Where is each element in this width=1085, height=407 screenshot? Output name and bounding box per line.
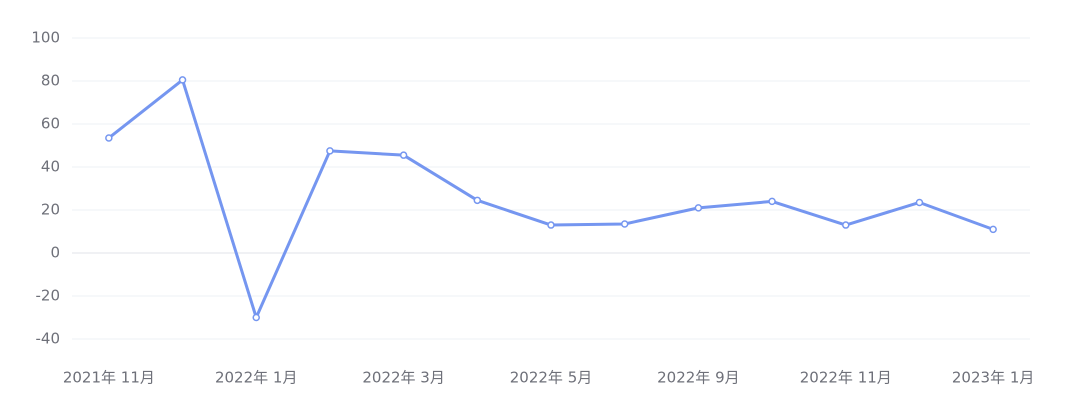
x-tick-label: 2022年 3月 xyxy=(362,369,445,387)
x-tick-label: 2022年 9月 xyxy=(657,369,740,387)
x-tick-label: 2022年 5月 xyxy=(510,369,593,387)
x-tick-label: 2022年 11月 xyxy=(800,369,892,387)
x-tick-label: 2023年 1月 xyxy=(952,369,1035,387)
y-tick-label: 80 xyxy=(41,72,60,90)
point xyxy=(989,225,997,234)
point xyxy=(842,221,850,229)
y-tick-label: 40 xyxy=(41,158,60,176)
point xyxy=(326,147,334,155)
line xyxy=(107,78,994,319)
point xyxy=(473,196,482,205)
point xyxy=(252,313,260,322)
y-tick-label: -20 xyxy=(36,287,61,305)
point xyxy=(105,134,113,142)
point xyxy=(547,221,555,229)
y-tick-label: -40 xyxy=(36,330,61,348)
y-tick-label: 0 xyxy=(50,244,60,262)
point xyxy=(620,220,629,228)
point xyxy=(694,204,703,212)
x-tick-label: 2021年 11月 xyxy=(63,369,155,387)
point xyxy=(768,197,776,206)
point xyxy=(178,76,187,84)
x-tick-label: 2022年 1月 xyxy=(215,369,298,387)
point xyxy=(915,198,924,207)
y-tick-label: 100 xyxy=(31,29,60,47)
y-tick-label: 60 xyxy=(41,115,60,133)
point xyxy=(399,151,408,159)
y-tick-label: 20 xyxy=(41,201,60,219)
